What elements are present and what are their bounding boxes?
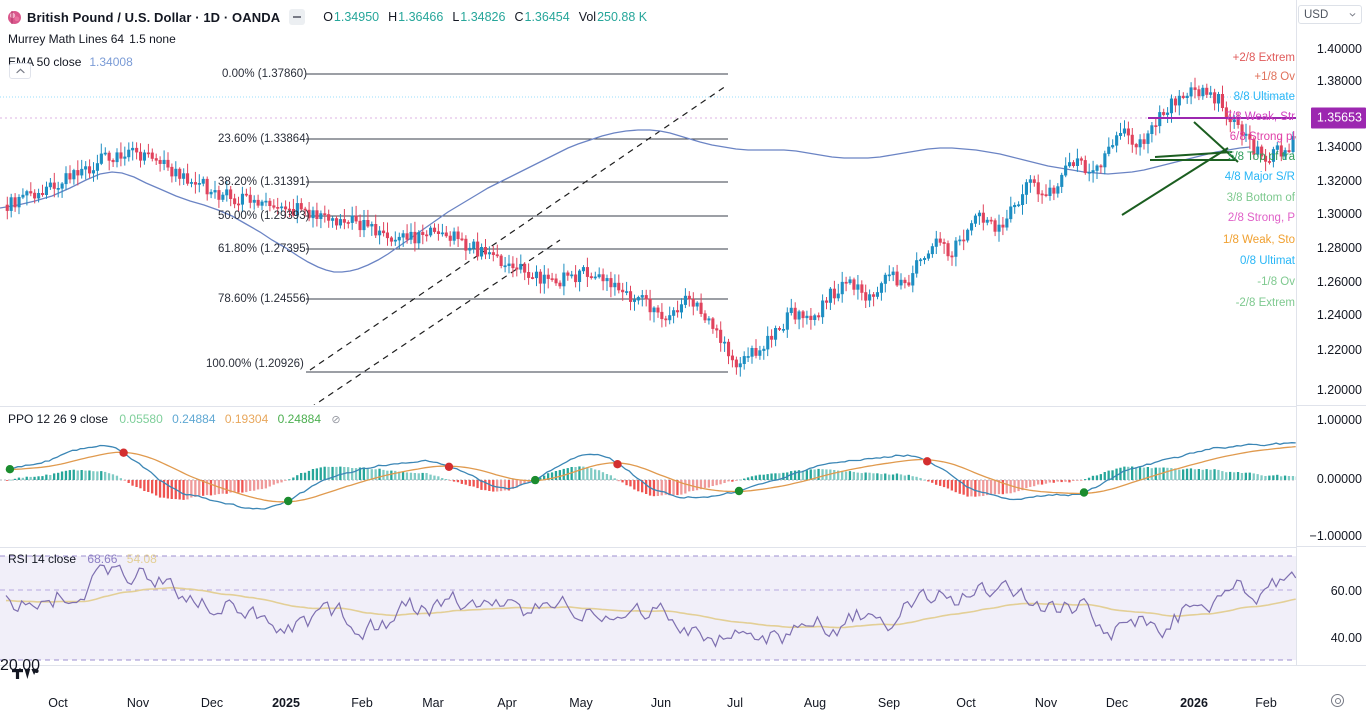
currency-select[interactable]: USD <box>1298 5 1362 24</box>
murrey-label: 1/8 Weak, Sto <box>1222 234 1295 246</box>
price-tick: 1.26000 <box>1316 275 1362 289</box>
rsi-band <box>0 556 1296 660</box>
murrey-label: +2/8 Extrem <box>1232 52 1295 64</box>
chevron-down-icon <box>1349 13 1356 17</box>
fib-label: 50.00% (1.29393) <box>218 210 310 222</box>
murrey-label: 2/8 Strong, P <box>1227 212 1295 224</box>
time-label: Apr <box>497 696 517 710</box>
current-price-badge: 1.35653 <box>1310 107 1366 129</box>
fib-label: 23.60% (1.33864) <box>218 133 310 145</box>
ppo-tick: −1.00000 <box>1309 529 1362 543</box>
fib-label: 100.00% (1.20926) <box>206 358 304 370</box>
ppo-line <box>5 442 1296 510</box>
rsi-value: 68.66 <box>87 552 118 566</box>
price-tick: 1.28000 <box>1316 241 1362 255</box>
rsi-ma-value: 54.08 <box>126 552 157 566</box>
murrey-label: 3/8 Bottom of <box>1226 192 1295 204</box>
murrey-label: -1/8 Ov <box>1257 276 1295 288</box>
price-tick: 1.34000 <box>1316 140 1362 154</box>
murrey-label: 5/8 Top of tra <box>1228 151 1295 163</box>
ppo-extra-value: 0.24884 <box>277 412 321 426</box>
ppo-tick: 0.00000 <box>1316 472 1362 486</box>
time-label: Aug <box>803 696 827 710</box>
ppo-line-value: 0.24884 <box>172 412 216 426</box>
time-label: Sep <box>877 696 901 710</box>
time-label: May <box>569 696 593 710</box>
time-label: Feb <box>1255 696 1277 710</box>
candlestick-series <box>5 77 1296 377</box>
price-tick: 1.32000 <box>1316 174 1362 188</box>
rsi-tick: 40.00 <box>1330 631 1362 645</box>
clock-icon[interactable] <box>1331 694 1344 707</box>
fib-label: 78.60% (1.24556) <box>218 293 310 305</box>
price-tick: 1.40000 <box>1316 42 1362 56</box>
murrey-label: -2/8 Extrem <box>1235 297 1295 309</box>
time-label: Oct <box>48 696 68 710</box>
price-tick: 1.22000 <box>1316 343 1362 357</box>
tradingview-logo <box>12 666 40 687</box>
time-label: Nov <box>1034 696 1058 710</box>
pennant-lines <box>1121 121 1239 216</box>
time-label: Jun <box>650 696 672 710</box>
time-axis[interactable]: Oct Nov Dec 2025 Feb Mar Apr May Jun Jul Aug Sep Oct… <box>0 657 1366 720</box>
ppo-tick: 1.00000 <box>1316 413 1362 427</box>
rsi-legend[interactable]: RSI 14 close 68.66 54.08 <box>8 552 157 566</box>
time-label: Feb <box>351 696 373 710</box>
ppo-hist-value: 0.05580 <box>119 412 163 426</box>
time-label: Oct <box>956 696 976 710</box>
rsi-line <box>5 564 1296 648</box>
hidden-eye-icon[interactable]: ⊘ <box>331 414 341 426</box>
price-tick: 1.20000 <box>1316 383 1362 397</box>
price-tick: 1.38000 <box>1316 74 1362 88</box>
hide-series-button[interactable] <box>289 9 306 25</box>
ppo-pane[interactable] <box>0 406 1296 546</box>
rsi-tick: 20.00 <box>0 657 41 674</box>
time-label: Dec <box>1105 696 1129 710</box>
price-tick: 1.24000 <box>1316 308 1362 322</box>
ema50-line <box>0 129 1251 273</box>
ppo-histogram <box>6 466 1296 500</box>
fib-label: 38.20% (1.31391) <box>218 176 310 188</box>
fib-lines <box>306 73 728 373</box>
rsi-pane[interactable] <box>0 547 1296 665</box>
time-label: Nov <box>126 696 150 710</box>
time-label: Jul <box>727 696 743 710</box>
murrey-label: +1/8 Ov <box>1254 71 1295 83</box>
trend-channel <box>309 85 727 405</box>
fib-label: 0.00% (1.37860) <box>222 68 308 80</box>
time-label: Dec <box>200 696 224 710</box>
currency-value: USD <box>1304 8 1329 21</box>
fib-label: 61.80% (1.27395) <box>218 243 310 255</box>
ppo-signal-value: 0.19304 <box>224 412 269 426</box>
ppo-cross-dots <box>5 448 1089 506</box>
murrey-label: 6/8 Strong pl <box>1229 131 1295 143</box>
murrey-label: 8/8 Ultimate <box>1233 91 1295 103</box>
chevron-up-icon[interactable] <box>9 63 31 79</box>
murrey-lines <box>0 96 1296 98</box>
murrey-label: 7/8 Weak, Str <box>1225 111 1295 123</box>
time-label: 2025 <box>272 696 300 710</box>
price-pane[interactable]: 0.00% (1.37860) 23.60% (1.33864) 38.20% … <box>0 0 1296 405</box>
price-axis[interactable]: 1.400001.380001.360001.340001.320001.300… <box>1296 0 1366 665</box>
rsi-tick: 60.00 <box>1330 584 1362 598</box>
rsi-name: RSI 14 close <box>8 552 77 566</box>
price-tick: 1.30000 <box>1316 207 1362 221</box>
murrey-label: 4/8 Major S/R <box>1224 171 1295 183</box>
ppo-legend[interactable]: PPO 12 26 9 close 0.05580 0.24884 0.1930… <box>8 412 341 426</box>
time-label: Mar <box>422 696 444 710</box>
murrey-label: 0/8 Ultimat <box>1240 255 1295 267</box>
ppo-chart-svg <box>0 442 1296 510</box>
price-chart-svg <box>0 73 1296 405</box>
ppo-name: PPO 12 26 9 close <box>8 412 109 426</box>
time-label: 2026 <box>1180 696 1208 710</box>
rsi-chart-svg <box>0 555 1296 661</box>
